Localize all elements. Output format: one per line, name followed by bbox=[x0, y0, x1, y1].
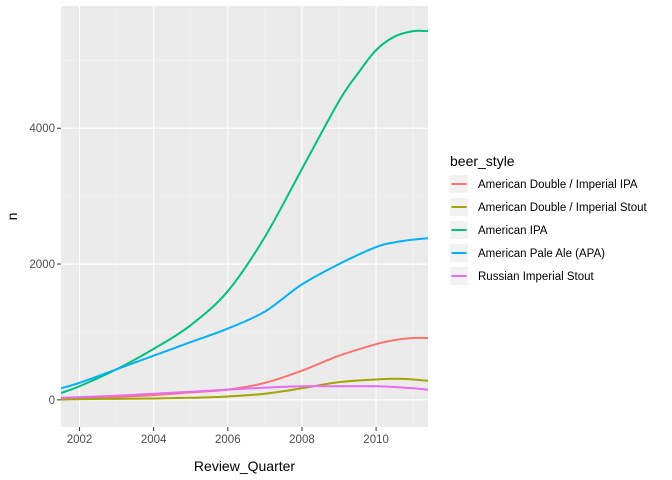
x-axis-ticks: 2002 2004 2006 2008 2010 bbox=[67, 427, 389, 446]
series-line-3 bbox=[60, 237, 429, 390]
y-tick-label: 4000 bbox=[29, 123, 55, 135]
y-axis-title: n bbox=[4, 213, 20, 221]
x-tick-label: 2004 bbox=[141, 434, 167, 446]
series-lines bbox=[60, 29, 429, 401]
major-gridlines bbox=[61, 6, 428, 427]
legend-label-3: American Pale Ale (APA) bbox=[478, 248, 605, 260]
minor-gridlines bbox=[61, 6, 428, 427]
legend: beer_style American Double / Imperial IP… bbox=[450, 153, 648, 285]
x-tick-label: 2002 bbox=[67, 434, 93, 446]
series-line-4 bbox=[60, 385, 429, 399]
x-tick-label: 2008 bbox=[289, 434, 315, 446]
legend-label-1: American Double / Imperial Stout bbox=[478, 202, 648, 214]
series-line-1 bbox=[60, 377, 429, 401]
x-tick-label: 2010 bbox=[363, 434, 389, 446]
y-axis-ticks: 0 2000 4000 bbox=[29, 123, 61, 407]
plot-panel bbox=[61, 6, 428, 427]
x-tick-label: 2006 bbox=[215, 434, 241, 446]
y-tick-label: 2000 bbox=[29, 259, 55, 271]
legend-label-4: Russian Imperial Stout bbox=[478, 271, 594, 283]
y-tick-label: 0 bbox=[49, 395, 55, 407]
series-line-0 bbox=[60, 336, 429, 401]
legend-label-0: American Double / Imperial IPA bbox=[478, 179, 638, 191]
legend-title: beer_style bbox=[450, 153, 515, 169]
x-axis-title: Review_Quarter bbox=[194, 458, 295, 474]
legend-label-2: American IPA bbox=[478, 225, 548, 237]
